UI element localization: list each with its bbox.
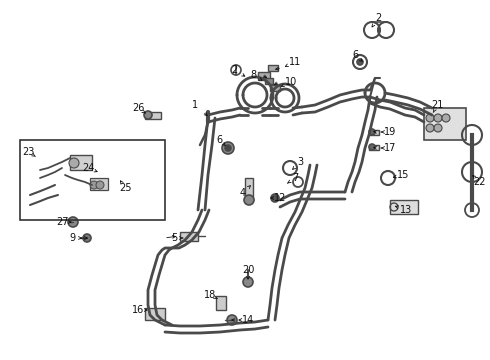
Circle shape (271, 194, 279, 202)
Text: 4: 4 (240, 188, 246, 198)
Bar (70, 155, 92, 170)
Text: 18: 18 (204, 290, 216, 300)
Circle shape (426, 124, 434, 132)
Text: 8: 8 (250, 70, 256, 80)
Bar (145, 308, 165, 320)
Text: 7: 7 (292, 173, 298, 183)
Text: 27: 27 (56, 217, 68, 227)
Bar (268, 65, 278, 71)
Text: 19: 19 (384, 127, 396, 137)
Circle shape (434, 124, 442, 132)
Text: 16: 16 (132, 305, 144, 315)
Text: 13: 13 (400, 205, 412, 215)
Circle shape (222, 142, 234, 154)
Circle shape (96, 181, 104, 189)
Bar (145, 112, 161, 119)
Text: 14: 14 (242, 315, 254, 325)
Text: 6: 6 (352, 50, 358, 60)
Circle shape (426, 114, 434, 122)
Bar (90, 178, 108, 190)
Bar (424, 108, 466, 140)
Circle shape (357, 59, 363, 65)
Text: 12: 12 (274, 193, 286, 203)
Circle shape (442, 114, 450, 122)
Text: 5: 5 (171, 233, 177, 243)
Circle shape (243, 277, 253, 287)
Circle shape (68, 217, 78, 227)
Circle shape (83, 234, 91, 242)
Text: 9: 9 (69, 233, 75, 243)
Text: 1: 1 (192, 100, 198, 110)
Text: 10: 10 (285, 77, 297, 87)
Text: 25: 25 (119, 183, 131, 193)
Text: 17: 17 (384, 143, 396, 153)
Circle shape (69, 158, 79, 168)
Bar (20, 140, 165, 220)
Bar (180, 232, 198, 241)
Text: 20: 20 (242, 265, 254, 275)
Text: 2: 2 (231, 65, 237, 75)
Text: 3: 3 (297, 157, 303, 167)
Text: 11: 11 (289, 57, 301, 67)
Bar (369, 145, 379, 150)
Bar (369, 130, 379, 135)
Circle shape (244, 195, 254, 205)
Text: 26: 26 (132, 103, 144, 113)
Bar (270, 85, 280, 91)
Circle shape (369, 144, 375, 150)
Circle shape (90, 181, 98, 189)
Text: 22: 22 (474, 177, 486, 187)
Text: 2: 2 (375, 13, 381, 23)
Circle shape (369, 129, 375, 135)
Bar (390, 200, 418, 214)
Bar (265, 78, 273, 84)
Circle shape (434, 114, 442, 122)
Circle shape (225, 145, 231, 151)
Bar (245, 178, 253, 200)
Text: 6: 6 (216, 135, 222, 145)
Bar (258, 72, 270, 80)
Text: 23: 23 (22, 147, 34, 157)
Bar (216, 296, 226, 310)
Text: 24: 24 (82, 163, 94, 173)
Circle shape (227, 315, 237, 325)
Circle shape (144, 111, 152, 119)
Text: 15: 15 (397, 170, 409, 180)
Text: 21: 21 (431, 100, 443, 110)
